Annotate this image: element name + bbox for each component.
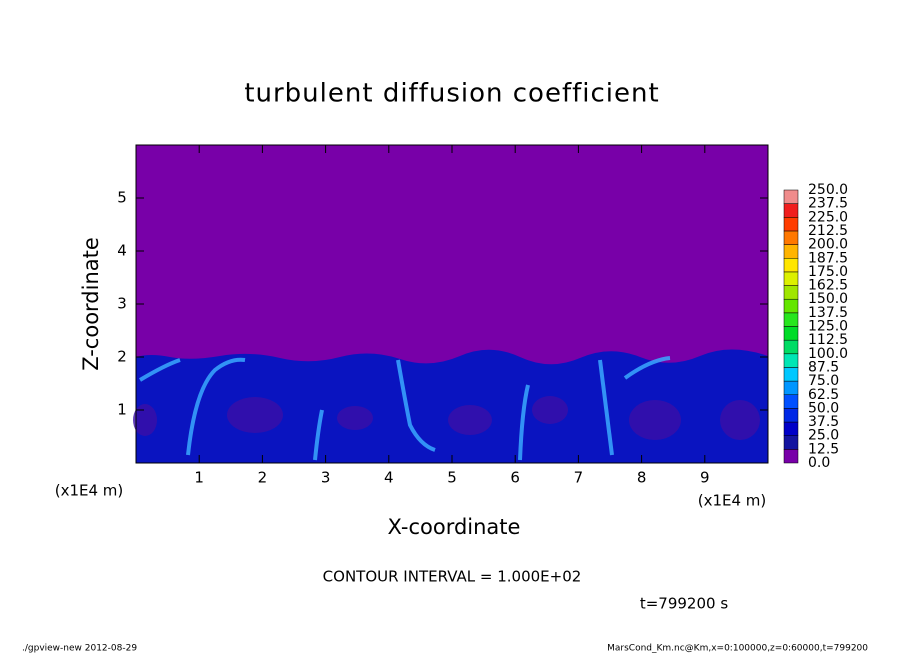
footer-left: ./gpview-new 2012-08-29 (22, 644, 137, 654)
colorbar-box (783, 339, 799, 355)
x-tick-label: 1 (194, 469, 204, 487)
colorbar-box (783, 230, 799, 245)
y-unit: (x1E4 m) (55, 482, 124, 500)
colorbar-label: 87.5 (808, 359, 839, 375)
time-label: t=799200 s (640, 595, 728, 613)
x-tick-label: 5 (447, 469, 457, 487)
x-tick-label: 4 (384, 469, 394, 487)
colorbar-box (783, 312, 799, 327)
colorbar-label: 37.5 (808, 414, 839, 430)
colorbar-box (783, 367, 799, 382)
x-axis-label: X-coordinate (388, 515, 521, 539)
colorbar-box (783, 271, 799, 286)
colorbar-label: 162.5 (808, 278, 848, 294)
x-tick-label: 2 (258, 469, 268, 487)
colorbar-label: 175.0 (808, 264, 848, 280)
colorbar-label: 150.0 (808, 291, 848, 307)
colorbar-label: 0.0 (808, 455, 830, 471)
colorbar-box (783, 298, 799, 314)
colorbar-label: 237.5 (808, 196, 848, 212)
colorbar-box (783, 394, 799, 409)
y-tick-label: 4 (117, 242, 127, 260)
colorbar-label: 212.5 (808, 223, 848, 239)
colorbar-label: 200.0 (808, 237, 848, 253)
colorbar-label: 75.0 (808, 373, 839, 389)
colorbar-box (783, 380, 799, 396)
colorbar-box (783, 408, 799, 423)
colorbar-label: 187.5 (808, 250, 848, 266)
eddies (133, 396, 760, 440)
streaks (138, 356, 671, 461)
colorbar-box (783, 189, 799, 204)
footer-right: MarsCond_Km.nc@Km,x=0:100000,z=0:60000,t… (607, 644, 868, 654)
x-tick-label: 8 (637, 469, 647, 487)
colorbar-box (783, 326, 799, 341)
colorbar-box (783, 217, 799, 232)
colorbar-box (783, 285, 799, 300)
colorbar-box (783, 203, 799, 218)
colorbar-box (783, 258, 799, 273)
colorbar-label: 225.0 (808, 209, 848, 225)
chart-title: turbulent diffusion coefficient (244, 79, 659, 109)
contour-interval: CONTOUR INTERVAL = 1.000E+02 (323, 568, 582, 586)
field (133, 145, 768, 463)
colorbar-box (783, 449, 799, 464)
colorbar-box (783, 244, 799, 259)
y-tick-label: 2 (117, 348, 127, 366)
x-unit: (x1E4 m) (698, 492, 767, 510)
colorbar-label: 12.5 (808, 441, 839, 457)
colorbar-label: 25.0 (808, 428, 839, 444)
colorbar-label: 137.5 (808, 305, 848, 321)
colorbar-label: 62.5 (808, 387, 839, 403)
colorbar-label: 50.0 (808, 400, 839, 416)
y-tick-label: 1 (117, 401, 127, 419)
x-tick-label: 9 (700, 469, 710, 487)
colorbar-label: 250.0 (808, 182, 848, 198)
colorbar-label: 125.0 (808, 319, 848, 335)
y-tick-label: 5 (117, 189, 127, 207)
x-tick-label: 6 (510, 469, 520, 487)
x-tick-label: 3 (321, 469, 331, 487)
colorbar-box (783, 421, 799, 436)
colorbar-box (783, 435, 799, 450)
colorbar-label: 112.5 (808, 332, 848, 348)
y-tick-label: 3 (117, 295, 127, 313)
y-axis-label: Z-coordinate (79, 237, 103, 371)
colorbar-box (783, 353, 799, 368)
colorbar-label: 100.0 (808, 346, 848, 362)
x-tick-label: 7 (574, 469, 584, 487)
